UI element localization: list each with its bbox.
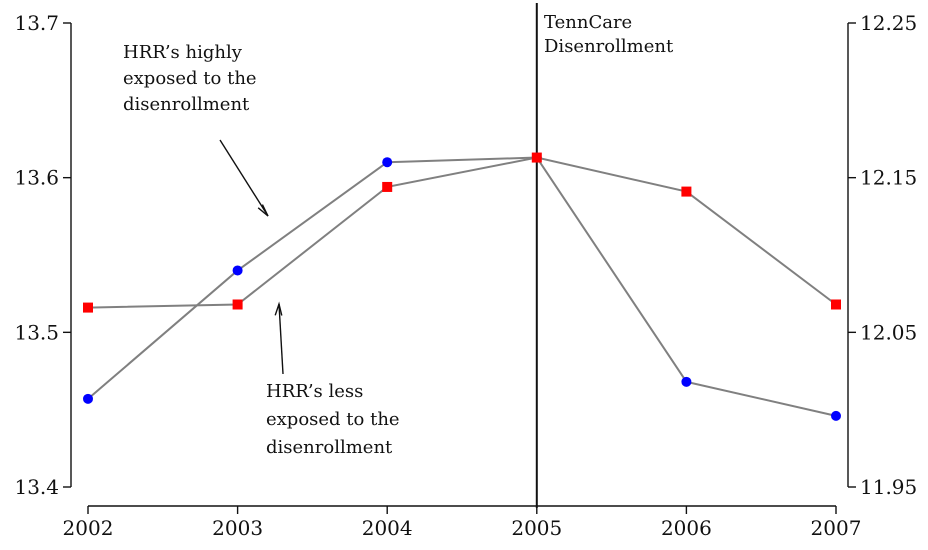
annotation-highly-line-2: exposed to the: [123, 68, 257, 89]
x-ticks: 2002 2003 2004 2005 2006 2007: [63, 506, 862, 540]
right-tick-label: 12.25: [860, 11, 917, 35]
series-2-point: [382, 181, 393, 192]
right-tick-label: 12.05: [860, 320, 917, 344]
annotation-less-exposed: HRR’s less exposed to the disenrollment: [266, 301, 400, 458]
arrow-highly-shaft: [219, 139, 269, 217]
event-label-line-1: TennCare: [544, 12, 632, 33]
left-tick-label: 13.7: [14, 11, 59, 35]
arrow-highly-head: [257, 204, 269, 217]
annotation-less-line-3: disenrollment: [266, 437, 393, 458]
annotation-less-line-2: exposed to the: [266, 409, 400, 430]
left-tick-label: 13.5: [14, 320, 59, 344]
arrow-less-shaft: [278, 303, 284, 375]
series-1-point: [831, 410, 841, 421]
right-tick-label: 11.95: [860, 475, 917, 499]
x-tick-label: 2007: [811, 516, 862, 540]
x-tick-label: 2006: [661, 516, 712, 540]
series-1-point: [83, 393, 93, 404]
arrow-less-head: [274, 301, 283, 316]
series-1-point: [232, 265, 243, 276]
arrow-less: [274, 301, 284, 375]
annotation-highly-exposed: HRR’s highly exposed to the disenrollmen…: [123, 42, 269, 217]
annotation-highly-line-3: disenrollment: [123, 94, 250, 115]
series-1-line: [87, 156, 837, 417]
left-tick-label: 13.4: [14, 475, 59, 499]
x-tick-label: 2003: [212, 516, 263, 540]
series-layer: [83, 152, 841, 421]
annotation-less-line-1: HRR’s less: [266, 381, 363, 402]
event-label-line-2: Disenrollment: [544, 36, 674, 57]
x-tick-label: 2004: [362, 516, 413, 540]
left-axis: 13.4 13.5 13.6 13.7: [14, 11, 72, 499]
x-axis: 2002 2003 2004 2005 2006 2007: [63, 505, 862, 540]
series-1-point: [681, 376, 692, 387]
right-ticks: 11.95 12.05 12.15 12.25: [848, 11, 917, 499]
series-2-point: [232, 299, 243, 310]
x-tick-label: 2005: [511, 516, 562, 540]
series-2-point: [681, 186, 692, 197]
arrow-highly: [219, 139, 269, 217]
left-tick-label: 13.6: [14, 166, 59, 190]
right-tick-label: 12.15: [860, 166, 917, 190]
series-2-point: [531, 152, 542, 163]
series-2-point: [831, 299, 841, 310]
series-2-line: [87, 156, 837, 309]
series-1-point: [382, 157, 393, 168]
left-ticks: 13.4 13.5 13.6 13.7: [14, 11, 71, 499]
x-tick-label: 2002: [63, 516, 114, 540]
annotation-highly-line-1: HRR’s highly: [123, 42, 243, 63]
series-2-point: [83, 302, 93, 313]
right-axis: 11.95 12.05 12.15 12.25: [847, 11, 917, 499]
